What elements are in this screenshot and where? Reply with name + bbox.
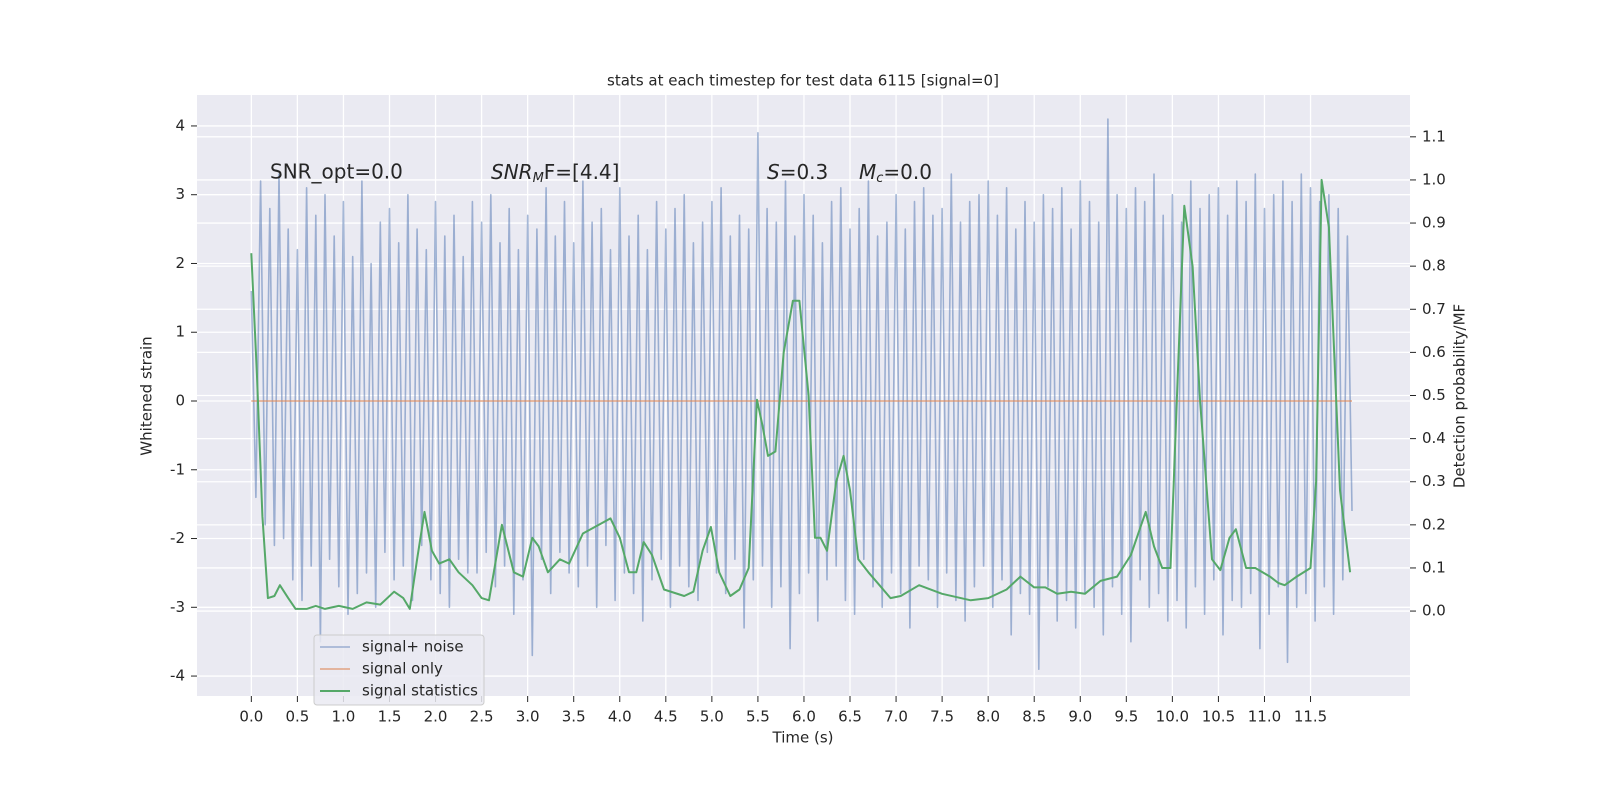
annotation: Mc=0.0	[859, 160, 932, 186]
marks	[250, 118, 1353, 671]
y-tick-label: -2	[170, 529, 185, 547]
legend-label: signal statistics	[362, 682, 478, 700]
legend-label: signal only	[362, 660, 443, 678]
x-tick-label: 10.5	[1202, 708, 1235, 726]
x-tick-label: 11.5	[1294, 708, 1327, 726]
x-tick-label: 5.5	[746, 708, 770, 726]
annotation-part: M	[859, 160, 876, 184]
y-tick-label: 4	[175, 116, 185, 134]
x-tick-label: 2.5	[470, 708, 494, 726]
x-tick-label: 7.0	[884, 708, 908, 726]
x-tick-label: 6.5	[838, 708, 862, 726]
x-tick-label: 10.0	[1156, 708, 1189, 726]
x-tick-label: 0.0	[239, 708, 263, 726]
y2-tick-label: 0.7	[1422, 300, 1446, 318]
y-tick-label: 2	[175, 254, 185, 272]
legend-box	[313, 634, 485, 706]
annotation-part: =0.3	[780, 160, 829, 184]
x-tick-label: 3.0	[516, 708, 540, 726]
x-tick-label: 4.0	[608, 708, 632, 726]
x-tick-label: 8.5	[1022, 708, 1046, 726]
x-tick-label: 0.5	[285, 708, 309, 726]
y2-axis-label: Detection probability/MF	[1451, 304, 1469, 488]
x-tick-label: 6.0	[792, 708, 816, 726]
annotation-part: SNR	[491, 160, 533, 184]
annotation: SNR_opt=0.0	[270, 160, 403, 184]
y2-tick-label: 0.2	[1422, 515, 1446, 533]
y2-tick-label: 0.1	[1422, 558, 1446, 576]
annotation-sub: c	[876, 171, 883, 186]
x-tick-label: 1.0	[332, 708, 356, 726]
y2-tick-label: 0.6	[1422, 343, 1446, 361]
x-tick-label: 3.5	[562, 708, 586, 726]
x-tick-label: 11.0	[1248, 708, 1281, 726]
y-tick-label: 0	[175, 392, 185, 410]
chart-title: stats at each timestep for test data 611…	[607, 72, 999, 90]
legend: signal+ noise signal only signal statistic…	[313, 634, 485, 706]
y2-tick-label: 0.5	[1422, 386, 1446, 404]
y-tick-label: 3	[175, 185, 185, 203]
x-tick-label: 2.0	[424, 708, 448, 726]
x-axis-label: Time (s)	[772, 729, 834, 747]
annotation-part: F=[4.4]	[544, 160, 620, 184]
axes: 0.0 0.5 1.0 1.5 2.0 2.5 3.0 3.5 4.0 4.5 5.0 5.5 6.0 6…	[170, 116, 1446, 725]
y2-tick-label: 0.8	[1422, 257, 1446, 275]
y-tick-label: -1	[170, 460, 185, 478]
x-tick-label: 5.0	[700, 708, 724, 726]
y-axis-label: Whitened strain	[138, 336, 156, 455]
y2-tick-label: 0.0	[1422, 602, 1446, 620]
y-tick-label: 1	[175, 323, 185, 341]
y2-tick-label: 1.1	[1422, 127, 1446, 145]
y-tick-label: -3	[170, 598, 185, 616]
x-tick-label: 7.5	[930, 708, 954, 726]
annotation: SNRMF=[4.4]	[491, 160, 619, 186]
x-tick-label: 1.5	[378, 708, 402, 726]
x-tick-label: 4.5	[654, 708, 678, 726]
x-tick-label: 9.5	[1114, 708, 1138, 726]
annotation-part: S	[767, 160, 780, 184]
y-tick-label: -4	[170, 667, 185, 685]
y2-tick-label: 0.9	[1422, 214, 1446, 232]
annotation-part: =0.0	[883, 160, 932, 184]
series-line	[250, 118, 1353, 671]
annotation: S=0.3	[767, 160, 828, 184]
annotation-sub: M	[533, 171, 544, 186]
legend-label: signal+ noise	[362, 638, 464, 656]
x-tick-label: 9.0	[1068, 708, 1092, 726]
x-tick-label: 8.0	[976, 708, 1000, 726]
y2-tick-label: 0.3	[1422, 472, 1446, 490]
y2-tick-label: 1.0	[1422, 170, 1446, 188]
series-line	[250, 178, 1352, 610]
y2-tick-label: 0.4	[1422, 429, 1446, 447]
